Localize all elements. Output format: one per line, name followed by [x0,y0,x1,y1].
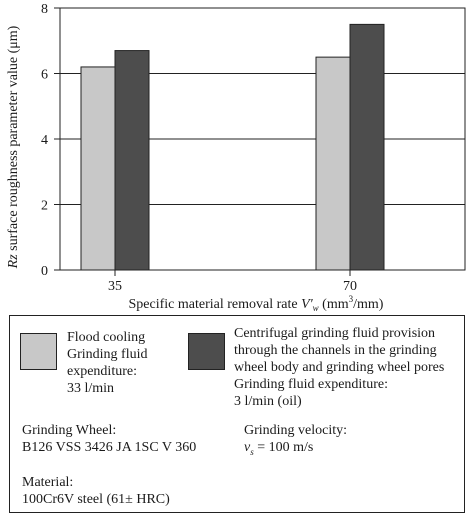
x-axis-label-unit-sup: 3 [349,294,354,304]
legend-swatch-flood [20,333,57,370]
legend-flood-line1: Flood cooling [67,330,146,345]
x-tick-label: 35 [108,279,122,294]
y-tick-label: 4 [41,133,48,148]
legend-centrifugal-line1: Centrifugal grinding fluid provision [234,326,436,341]
legend-centrifugal-line3: wheel body and grinding wheel pores [234,360,445,375]
grinding-wheel-label: Grinding Wheel: [22,423,117,438]
bar-chart: 0 2 4 6 8 35 70 Rz surface roughness paramete… [6,2,466,312]
y-tick-label: 8 [41,2,48,17]
bar [349,23,385,271]
y-ticks: 0 2 4 6 8 [41,2,60,279]
x-axis-label: Specific material removal rate V'w (mm3/… [129,294,384,312]
y-axis-label-text: surface roughness parameter value (μm) [6,25,21,254]
x-axis-label-sub: w [313,303,319,312]
velocity-number: = 100 m/s [253,440,314,455]
legend-centrifugal-line2: through the channels in the grinding [234,343,437,358]
x-axis-label-text: Specific material removal rate [129,297,302,312]
legend-swatch-centrifugal [188,333,225,370]
velocity-sub: s [250,446,254,457]
legend-flood-line3: expenditure: [67,364,137,379]
legend-panel: Flood cooling Grinding fluid expenditure… [9,315,465,513]
bar [114,50,150,271]
x-axis-label-var: V' [301,297,314,312]
grinding-wheel-value: B126 VSS 3426 JA 1SC V 360 [22,440,197,455]
legend-flood-line2: Grinding fluid [67,347,148,362]
bar [315,56,351,271]
y-tick-label: 2 [41,199,48,214]
velocity-var: v [244,440,251,455]
legend-centrifugal-line4: Grinding fluid expenditure: [234,377,388,392]
grinding-velocity-label: Grinding velocity: [244,423,348,438]
y-tick-label: 0 [41,264,48,279]
legend-centrifugal-line5: 3 l/min (oil) [234,394,302,409]
x-axis-label-unit: (mm [319,297,349,312]
bar [80,66,116,271]
y-tick-label: 6 [41,68,48,83]
y-axis-label-var: Rz [6,254,21,270]
grinding-velocity-value: vs = 100 m/s [244,440,313,460]
y-axis-label: Rz surface roughness parameter value (μm… [6,25,21,269]
x-tick-label: 70 [343,279,357,294]
material-value: 100Cr6V steel (61± HRC) [22,492,170,507]
x-axis-label-unit-end: /mm) [353,297,384,312]
material-label: Material: [22,475,74,490]
legend-flood-line4: 33 l/min [67,381,115,396]
bars [80,23,385,271]
x-ticks: 35 70 [108,270,357,294]
